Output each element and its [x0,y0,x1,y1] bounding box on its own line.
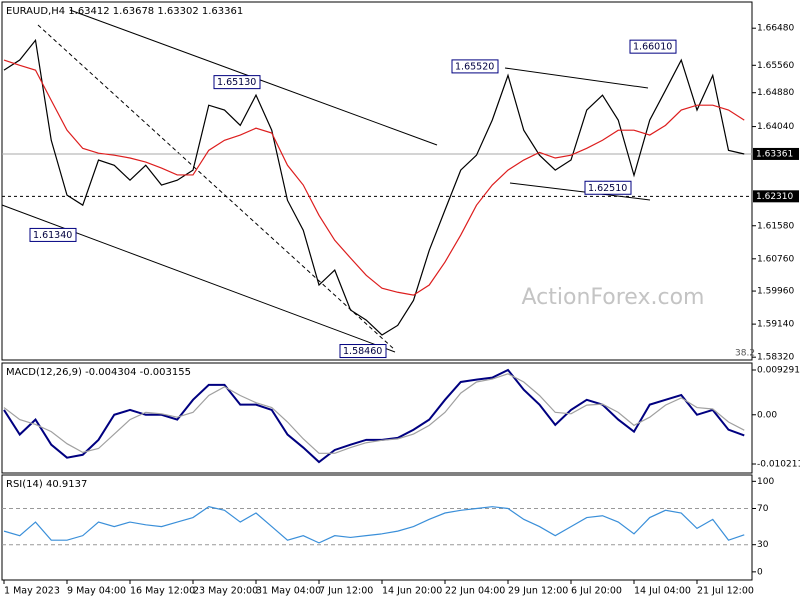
x-tick-label: 6 Jul 20:00 [571,586,622,597]
series-line [3,59,745,296]
series-line [3,373,745,454]
annotation-box [213,75,261,90]
trend-line [504,67,649,89]
y-tick-label: 1.66480 [757,24,794,34]
x-tick-label: 1 May 2023 [4,586,60,597]
x-tick-label: 23 May 20:00 [193,586,258,597]
x-tick-label: 14 Jul 04:00 [634,586,691,597]
y-tick-label: 1.64040 [757,122,794,132]
annotation-label: 1.65520 [455,61,494,72]
y-tick-label: 1.58320 [757,353,794,363]
price-label-box [753,147,799,160]
y-tick-label: 0.00 [757,410,777,420]
macd-title: MACD(12,26,9) -0.004304 -0.003155 [6,367,191,378]
macd-panel [1,362,753,474]
annotation-box [584,180,632,195]
x-tick-label: 9 May 04:00 [67,586,126,597]
y-tick-label: 1.60760 [757,254,794,264]
price-label: 1.62310 [756,192,793,202]
y-tick-label: 1.65560 [757,61,794,71]
annotation-box [29,227,77,242]
y-tick-label: 1.61580 [757,221,794,231]
price-panel [1,1,753,361]
fib-label: 38.2 [735,349,755,359]
annotation-box [451,59,499,74]
y-tick-label: 1.59960 [757,287,794,297]
y-tick-label: 0.009291 [757,365,800,375]
rsi-panel [1,474,753,581]
annotation-label: 1.58460 [343,346,382,357]
y-tick-label: 1.59140 [757,320,794,330]
annotation-label: 1.62510 [588,183,627,194]
x-tick-label: 31 May 04:00 [256,586,321,597]
x-tick-label: 7 Jun 12:00 [319,586,373,597]
price-label-box [753,190,799,203]
annotation-label: 1.65130 [217,77,256,88]
trend-line [37,24,396,351]
x-tick-label: 16 May 12:00 [130,586,195,597]
y-tick-label: 70 [757,504,769,514]
x-tick-label: 22 Jun 04:00 [445,586,505,597]
trend-line [509,182,651,201]
annotation-box [629,39,677,54]
y-tick-label: 100 [757,477,774,487]
chart-title: EURAUD,H4 1.63412 1.63678 1.63302 1.6336… [6,6,243,17]
y-tick-label: 30 [757,540,769,550]
annotation-label: 1.61340 [33,230,72,241]
series-line [3,506,745,544]
annotation-box [339,344,387,359]
y-tick-label: -0.010211 [757,459,800,469]
annotation-label: 1.66010 [633,42,672,53]
x-tick-label: 14 Jun 20:00 [382,586,442,597]
rsi-title: RSI(14) 40.9137 [6,479,87,490]
x-tick-label: 21 Jul 12:00 [697,586,754,597]
price-label: 1.63361 [756,149,793,159]
y-tick-label: 0 [757,567,763,577]
series-line [3,38,745,336]
x-tick-label: 29 Jun 12:00 [508,586,568,597]
y-tick-label: 1.64880 [757,88,794,98]
watermark: ActionForex.com [522,285,705,310]
series-line [3,368,745,464]
